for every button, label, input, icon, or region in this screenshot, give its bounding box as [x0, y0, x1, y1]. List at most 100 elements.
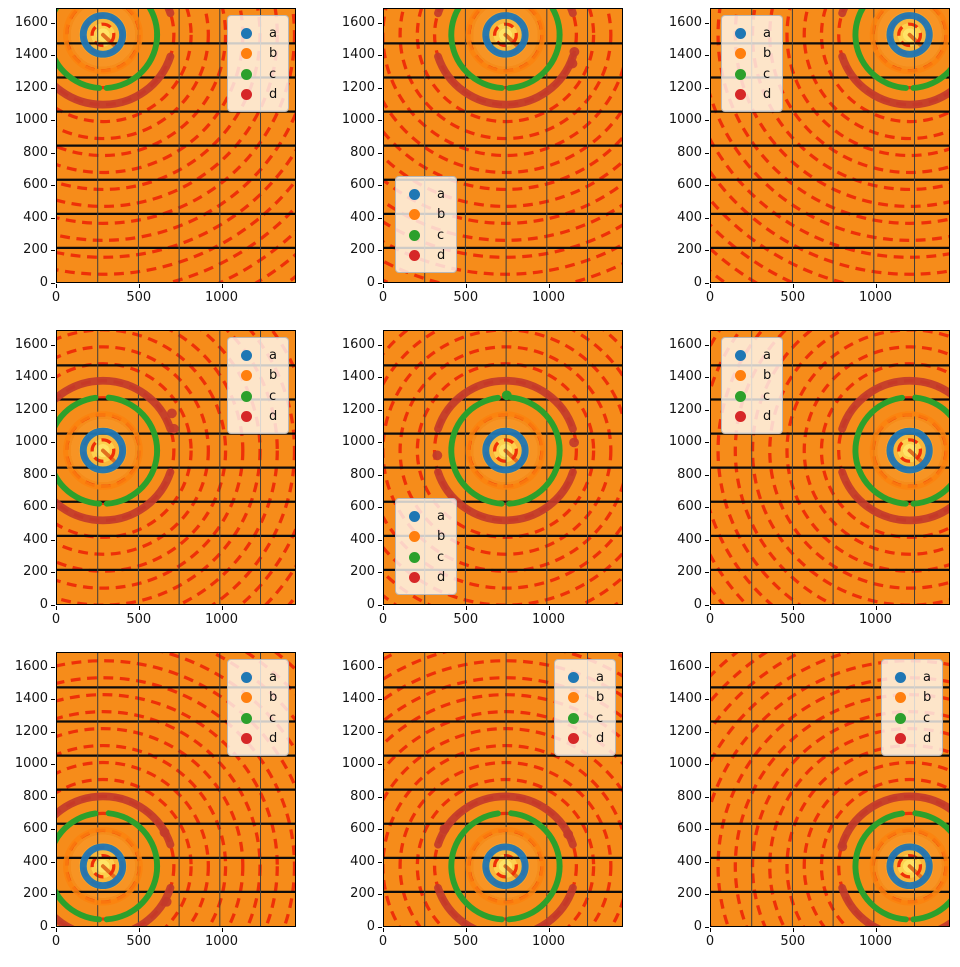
scatter-ring-c: [506, 31, 563, 91]
legend-item-b: b: [237, 688, 278, 709]
y-tick-mark: [51, 699, 55, 701]
x-tick-label: 0: [51, 612, 61, 627]
stray-dot-d: [432, 450, 443, 461]
plot-canvas: [711, 331, 949, 604]
legend-marker-d-icon: [241, 411, 252, 423]
stray-dot-d: [569, 46, 580, 57]
y-tick-mark: [378, 731, 382, 733]
y-tick-mark: [378, 250, 382, 252]
legend-label: b: [437, 207, 446, 223]
legend-marker-d-icon: [241, 733, 252, 745]
y-tick-label: 1400: [668, 47, 702, 63]
red-dashed-contour: [492, 853, 518, 879]
y-tick-label: 1600: [668, 658, 702, 674]
legend-label: a: [437, 508, 445, 524]
x-tick-label: 500: [126, 290, 152, 305]
y-tick-mark: [378, 894, 382, 896]
y-tick-mark: [705, 796, 709, 798]
legend-label: c: [923, 710, 931, 726]
red-dashed-contour: [785, 331, 949, 573]
y-tick-mark: [378, 474, 382, 476]
legend-label: c: [437, 549, 445, 565]
y-tick-mark: [378, 699, 382, 701]
y-tick-mark: [705, 861, 709, 863]
legend-item-b: b: [891, 688, 932, 709]
y-tick-label: 200: [350, 242, 375, 258]
y-tick-mark: [378, 442, 382, 444]
y-tick-label: 0: [366, 597, 375, 612]
y-tick-mark: [705, 731, 709, 733]
scatter-ring-b: [63, 826, 143, 906]
y-tick-label: 1600: [668, 336, 702, 352]
legend-item-c: c: [405, 225, 446, 246]
y-tick-mark: [705, 344, 709, 346]
x-tick-label: 500: [780, 290, 806, 305]
y-tick-label: 800: [350, 144, 375, 160]
y-tick-mark: [705, 442, 709, 444]
y-tick-mark: [705, 829, 709, 831]
legend-label: d: [596, 731, 605, 747]
scatter-ring-a: [482, 427, 529, 474]
legend-marker-b-icon: [409, 209, 420, 221]
x-tick-label: 1000: [858, 290, 893, 305]
y-tick-label: 1400: [14, 691, 48, 707]
y-tick-label: 600: [350, 499, 375, 515]
red-dashed-contour: [415, 777, 596, 926]
legend-label: a: [269, 347, 277, 363]
y-tick-mark: [378, 796, 382, 798]
red-dashed-contour: [802, 345, 949, 556]
x-tick-label: 0: [378, 290, 388, 305]
red-dashed-contour: [57, 9, 210, 141]
scatter-ring-a: [79, 843, 127, 890]
y-tick-mark: [378, 22, 382, 24]
legend-marker-a-icon: [409, 510, 420, 522]
legend-marker-c-icon: [241, 390, 252, 402]
y-tick-mark: [705, 409, 709, 411]
y-tick-mark: [705, 87, 709, 89]
y-tick-mark: [51, 829, 55, 831]
legend-label: c: [269, 66, 277, 82]
x-tick-mark: [548, 284, 550, 288]
legend-marker-b-icon: [735, 370, 746, 382]
y-tick-label: 200: [677, 564, 702, 580]
legend-marker-b-icon: [409, 531, 420, 543]
scatter-ring-a: [886, 427, 933, 474]
x-tick-mark: [138, 606, 140, 610]
legend-marker-b-icon: [735, 48, 746, 60]
y-tick-label: 600: [350, 177, 375, 193]
scatter-ring-c: [852, 9, 909, 91]
y-tick-mark: [51, 120, 55, 122]
scatter-ring-c: [448, 810, 505, 923]
legend-label: b: [437, 529, 446, 545]
y-tick-label: 0: [39, 597, 48, 612]
y-tick-label: 1000: [341, 756, 375, 772]
legend-item-d: d: [731, 407, 772, 428]
x-tick-mark: [56, 606, 57, 610]
y-tick-label: 1600: [341, 336, 375, 352]
legend-marker-a-icon: [568, 671, 579, 683]
legend-marker-d-icon: [409, 572, 420, 584]
y-tick-mark: [378, 539, 382, 541]
legend-label: d: [923, 731, 932, 747]
red-dashed-contour: [897, 853, 923, 879]
y-tick-mark: [705, 572, 709, 574]
red-dashed-contour: [750, 331, 949, 604]
y-tick-label: 1200: [668, 723, 702, 739]
legend-marker-c-icon: [409, 229, 420, 241]
scatter-ring-d: [57, 52, 175, 109]
plot-canvas: [384, 9, 622, 282]
x-tick-label: 1000: [531, 612, 566, 627]
red-dashed-contour: [802, 760, 949, 926]
y-tick-mark: [705, 217, 709, 219]
scatter-ring-d: [57, 792, 175, 849]
scatter-ring-c: [508, 394, 563, 454]
legend-marker-b-icon: [241, 370, 252, 382]
red-dashed-contour: [57, 331, 245, 590]
y-tick-label: 200: [350, 886, 375, 902]
